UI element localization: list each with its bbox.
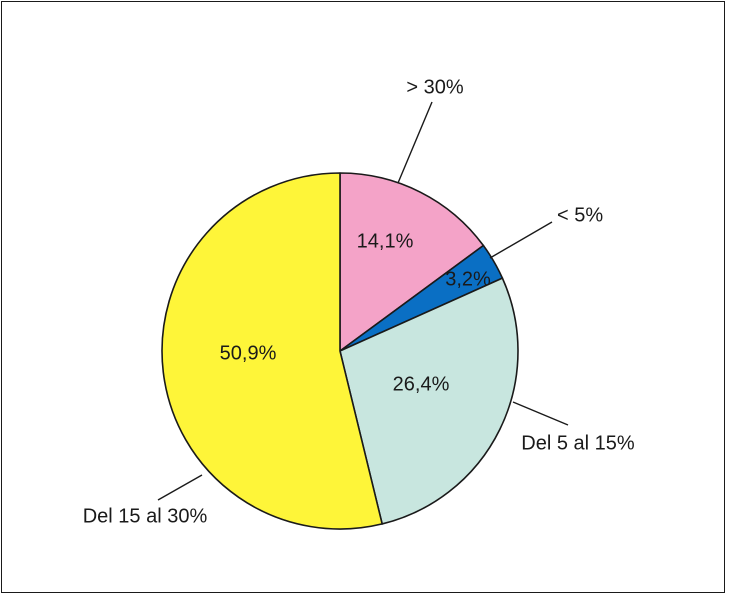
slice-category-label-1: > 30% xyxy=(406,76,463,98)
slice-value-label-2: 3,2% xyxy=(445,268,491,290)
slice-value-label-1: 14,1% xyxy=(357,230,414,252)
leader-lines xyxy=(157,101,569,501)
slice-category-label-3: Del 5 al 15% xyxy=(521,432,635,454)
leader-line-3 xyxy=(512,401,569,426)
pie-slice-3 xyxy=(339,277,519,525)
pie-slices xyxy=(161,172,519,530)
chart-labels: 14,1% > 30% 3,2% < 5% 26,4% Del 5 al 15% 50,9%… xyxy=(83,76,635,527)
leader-line-2 xyxy=(489,221,553,259)
pie-slice-4 xyxy=(161,172,383,530)
leader-line-1 xyxy=(397,101,433,184)
slice-value-label-3: 26,4% xyxy=(393,373,450,395)
slice-category-label-2: < 5% xyxy=(557,204,603,226)
slice-category-label-4: Del 15 al 30% xyxy=(83,505,208,527)
pie-slice-1 xyxy=(339,172,485,352)
leader-line-4 xyxy=(157,474,203,501)
slice-value-label-4: 50,9% xyxy=(220,342,277,364)
